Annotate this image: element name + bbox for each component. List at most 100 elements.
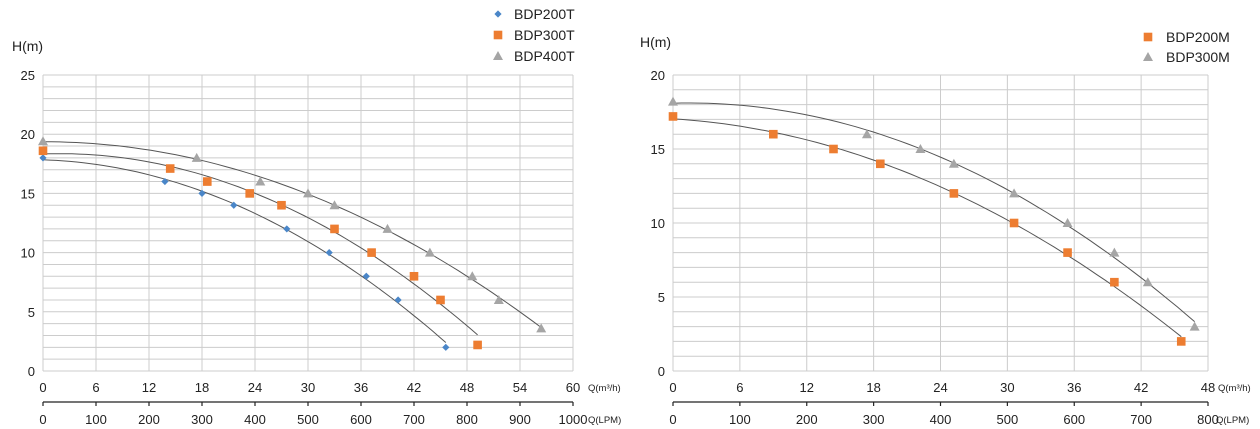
series-bdp200m (668, 112, 1186, 346)
data-point (330, 224, 339, 234)
x-axis-title: Q(m³/h) (588, 383, 621, 394)
legend-marker (1143, 32, 1153, 42)
x2-axis-title: Q(LPM) (1216, 415, 1249, 426)
x-tick-label: 0 (39, 380, 46, 395)
x-tick-label: 6 (736, 380, 743, 395)
grid (672, 74, 1209, 372)
data-point (769, 129, 778, 139)
x-tick-label: 60 (566, 380, 580, 395)
data-point (362, 272, 370, 280)
x-tick-label: 48 (460, 380, 474, 395)
data-point (1142, 277, 1153, 287)
x2-tick-label: 100 (85, 412, 107, 427)
legend-label: BDP300T (514, 27, 575, 43)
x-tick-label: 54 (513, 380, 527, 395)
data-point (382, 223, 393, 233)
data-point (949, 189, 959, 198)
data-point (876, 159, 885, 169)
data-point (39, 154, 47, 162)
data-point (230, 201, 238, 209)
series-bdp300m (668, 96, 1200, 331)
data-point (1062, 218, 1073, 227)
data-point (1176, 337, 1186, 346)
data-point (668, 112, 678, 121)
data-point (493, 294, 504, 304)
legend-label: BDP200T (514, 6, 575, 22)
y-tick-label: 5 (28, 305, 35, 320)
data-point (367, 248, 376, 257)
y-tick-label: 25 (21, 68, 35, 83)
x-tick-label: 6 (92, 380, 99, 395)
x2-tick-label: 200 (796, 412, 818, 427)
series-bdp300t (38, 146, 482, 350)
data-point (829, 144, 838, 154)
y-tick-label: 0 (28, 364, 35, 379)
data-point (38, 146, 48, 156)
x-tick-label: 30 (1000, 380, 1014, 395)
y-tick-label: 15 (651, 142, 665, 157)
data-point (467, 271, 478, 281)
x2-tick-label: 1000 (559, 412, 588, 427)
legend-label: BDP400T (514, 48, 575, 64)
x2-tick-label: 600 (1063, 412, 1085, 427)
x2-tick-label: 500 (297, 412, 319, 427)
x2-tick-label: 0 (39, 412, 46, 427)
data-point (161, 177, 169, 186)
data-point (38, 136, 48, 146)
data-point (245, 189, 254, 198)
x2-tick-label: 400 (930, 412, 952, 427)
data-point (198, 189, 206, 197)
x2-tick-label: 400 (244, 412, 266, 427)
data-point (191, 152, 202, 162)
data-point (255, 176, 266, 186)
x2-tick-label: 700 (1130, 412, 1152, 427)
data-point (203, 177, 212, 186)
x2-tick-label: 900 (509, 412, 531, 427)
legend-marker (493, 30, 503, 40)
y-axis-title: H(m) (640, 34, 671, 50)
data-point (277, 200, 286, 210)
data-point (283, 225, 291, 233)
legend-label: BDP300M (1166, 49, 1230, 65)
x2-tick-label: 800 (456, 412, 478, 427)
x2-tick-label: 800 (1197, 412, 1219, 427)
x-axis-title: Q(m³/h) (1218, 383, 1251, 394)
data-point (325, 249, 333, 257)
y-tick-label: 15 (21, 186, 35, 201)
x-tick-label: 12 (142, 380, 156, 395)
data-point (303, 188, 313, 198)
x2-axis-title: Q(LPM) (588, 415, 621, 426)
data-point (436, 295, 445, 305)
data-point (1009, 218, 1019, 228)
legend-label: BDP200M (1166, 29, 1230, 45)
data-point (1109, 247, 1120, 257)
data-point (536, 323, 547, 333)
x-tick-label: 24 (933, 380, 947, 395)
data-point (915, 144, 926, 153)
grid (42, 74, 574, 372)
x-tick-label: 30 (301, 380, 315, 395)
x-tick-label: 42 (1134, 380, 1148, 395)
trend-curve (42, 159, 447, 343)
y-tick-label: 20 (651, 68, 665, 83)
x-tick-label: 0 (669, 380, 676, 395)
x-tick-label: 24 (248, 380, 262, 395)
data-point (1063, 248, 1072, 257)
x2-tick-label: 700 (403, 412, 425, 427)
x2-tick-label: 300 (191, 412, 213, 427)
data-point (948, 158, 959, 168)
x2-tick-label: 0 (669, 412, 676, 427)
data-point (409, 271, 419, 281)
x-tick-label: 48 (1201, 380, 1215, 395)
y-axis-title: H(m) (12, 38, 43, 54)
data-point (165, 164, 175, 173)
data-point (668, 96, 678, 106)
x-tick-label: 36 (1067, 380, 1081, 395)
data-point (394, 296, 402, 304)
data-point (1009, 188, 1020, 198)
x2-tick-label: 200 (138, 412, 160, 427)
x-tick-label: 12 (800, 380, 814, 395)
